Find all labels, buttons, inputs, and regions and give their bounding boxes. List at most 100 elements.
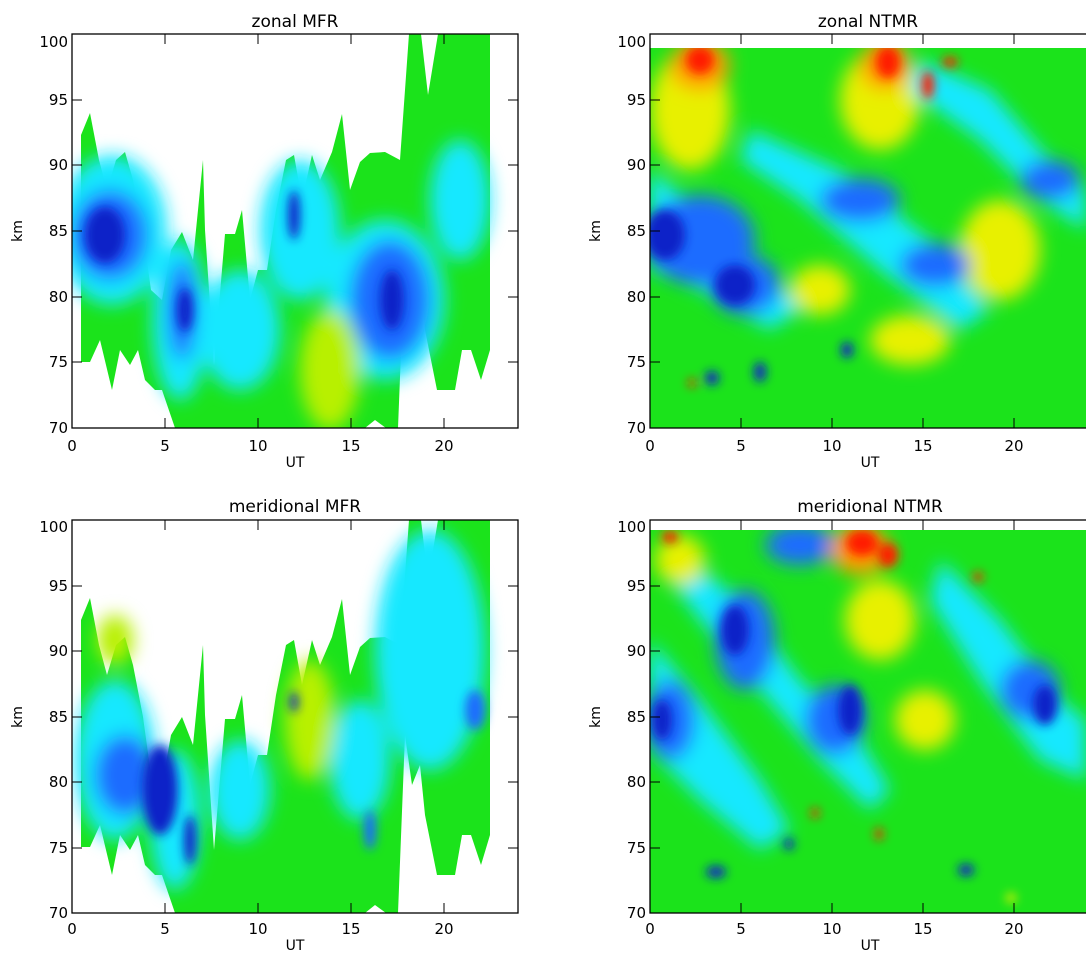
x-tick-label: 5 — [160, 437, 170, 455]
blob — [838, 685, 862, 735]
y-tick-label: 90 — [627, 642, 646, 660]
x-tick-label: 20 — [434, 920, 453, 938]
y-tick-label: 70 — [627, 904, 646, 922]
blob — [973, 572, 983, 582]
y-tick-label: 80 — [49, 773, 68, 791]
blob — [177, 288, 193, 332]
panel-meridional-mfr: meridional MFR 0 5 10 15 20 70 75 80 85 … — [10, 497, 519, 953]
blob — [900, 243, 970, 287]
blob — [300, 310, 360, 428]
blob — [960, 200, 1040, 300]
blob — [142, 745, 178, 835]
x-tick-label: 15 — [913, 920, 932, 938]
blob — [878, 543, 898, 567]
blob — [841, 342, 853, 358]
axis-ticks — [649, 519, 1015, 914]
axis-ticks — [71, 519, 518, 914]
blob — [790, 265, 850, 315]
blob — [922, 71, 934, 99]
x-tick-label: 10 — [822, 920, 841, 938]
blob — [290, 692, 298, 712]
y-tick-label: 70 — [49, 904, 68, 922]
y-tick-label: 70 — [627, 419, 646, 437]
blob — [97, 615, 133, 665]
x-tick-label: 10 — [822, 437, 841, 455]
y-tick-label: 85 — [627, 708, 646, 726]
blob — [958, 864, 974, 876]
y-tick-label: 75 — [627, 839, 646, 857]
blob — [876, 46, 900, 78]
x-tick-label: 10 — [248, 437, 267, 455]
x-tick-label: 0 — [67, 437, 77, 455]
x-tick-label: 15 — [341, 437, 360, 455]
x-tick-label: 20 — [1004, 437, 1023, 455]
y-tick-label: 75 — [49, 839, 68, 857]
y-tick-label: 80 — [627, 288, 646, 306]
blob — [662, 531, 678, 543]
blob — [260, 160, 340, 300]
x-tick-label: 0 — [645, 920, 655, 938]
blob — [688, 379, 696, 387]
x-axis-label: UT — [286, 455, 305, 471]
blob — [465, 690, 485, 730]
blob — [942, 57, 958, 67]
x-tick-label: 0 — [645, 437, 655, 455]
y-axis-label: km — [10, 706, 26, 728]
y-tick-label: 70 — [49, 419, 68, 437]
blob — [430, 140, 490, 260]
blob — [870, 315, 950, 365]
blob — [715, 265, 755, 305]
y-tick-label: 90 — [49, 642, 68, 660]
blob — [95, 735, 155, 815]
blob — [706, 866, 726, 878]
blob — [1006, 893, 1016, 903]
blob — [650, 210, 685, 260]
heatmap-zonal-mfr — [72, 34, 490, 428]
blob — [721, 605, 749, 655]
panel-meridional-ntmr: meridional NTMR 0 5 10 15 20 70 75 80 85… — [588, 497, 1086, 953]
panel-title: zonal NTMR — [818, 12, 918, 32]
blob — [705, 371, 719, 385]
blob — [184, 815, 196, 865]
y-axis-label: km — [588, 706, 604, 728]
x-tick-label: 15 — [913, 437, 932, 455]
blob — [288, 190, 300, 240]
x-tick-label: 5 — [160, 920, 170, 938]
blob — [650, 680, 695, 760]
y-tick-label: 80 — [49, 288, 68, 306]
blob — [686, 46, 714, 74]
panel-zonal-ntmr: zonal NTMR 0 5 10 15 20 70 75 80 85 90 9… — [588, 12, 1086, 471]
blob — [652, 700, 672, 740]
y-tick-label: 100 — [39, 33, 68, 51]
blob — [1020, 160, 1080, 200]
blob — [846, 530, 878, 556]
blob — [895, 690, 955, 750]
blob — [375, 530, 485, 770]
axis-ticks — [71, 33, 518, 429]
blob — [655, 535, 705, 585]
x-tick-label: 0 — [67, 920, 77, 938]
white-top-margin — [650, 520, 1086, 530]
y-tick-label: 100 — [617, 518, 646, 536]
y-tick-label: 90 — [49, 156, 68, 174]
blob — [380, 270, 404, 330]
y-tick-label: 95 — [49, 91, 68, 109]
blob — [754, 362, 766, 382]
blob — [200, 270, 280, 390]
x-axis-label: UT — [861, 455, 880, 471]
x-tick-label: 10 — [248, 920, 267, 938]
y-tick-label: 95 — [627, 91, 646, 109]
y-tick-label: 95 — [49, 577, 68, 595]
blob — [784, 838, 794, 850]
y-tick-label: 80 — [627, 773, 646, 791]
blob — [765, 525, 835, 565]
blob — [845, 580, 915, 660]
blob — [285, 660, 335, 780]
y-axis-label: km — [588, 220, 604, 242]
y-tick-label: 85 — [49, 222, 68, 240]
panel-title: meridional NTMR — [797, 497, 943, 517]
panel-title: zonal MFR — [252, 12, 339, 32]
panel-zonal-mfr: zonal MFR 0 5 10 15 20 70 75 80 85 90 95… — [10, 12, 519, 471]
y-tick-label: 90 — [627, 156, 646, 174]
x-tick-label: 20 — [434, 437, 453, 455]
